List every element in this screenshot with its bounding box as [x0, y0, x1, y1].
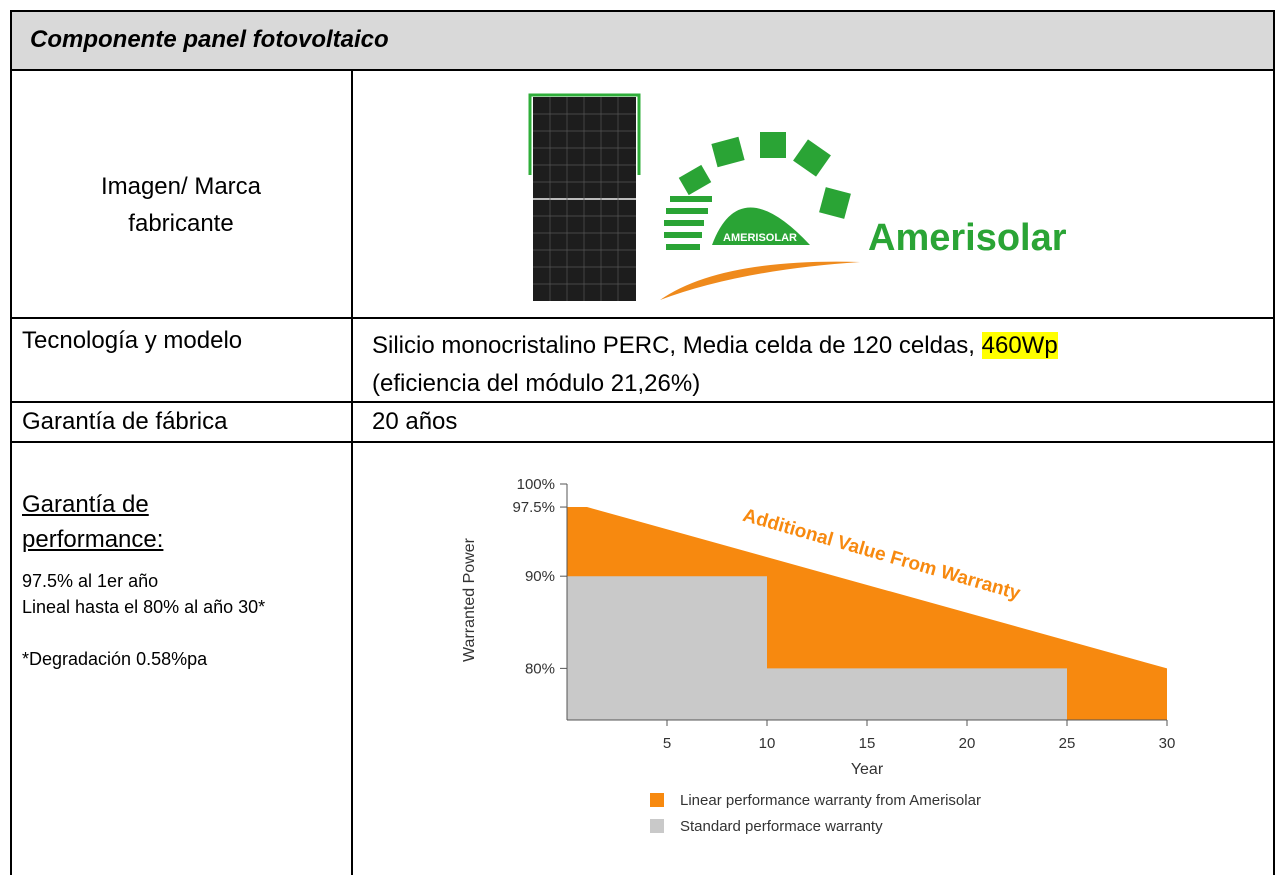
x-tick-label: 30 — [1159, 735, 1176, 752]
legend-swatch — [650, 819, 664, 833]
brand-logo: AMERISOLAR Amerisolar — [660, 132, 1067, 300]
legend-label: Linear performance warranty from Ameriso… — [680, 792, 981, 809]
x-tick-label: 25 — [1059, 735, 1076, 752]
y-tick-label: 90% — [525, 568, 555, 585]
legend-label: Standard performace warranty — [680, 818, 883, 835]
x-axis-label: Year — [851, 761, 884, 778]
x-tick-label: 10 — [759, 735, 776, 752]
x-tick-label: 5 — [663, 735, 671, 752]
y-tick-label: 80% — [525, 660, 555, 677]
panel-image — [530, 95, 639, 301]
page: Componente panel fotovoltaico Imagen/ Ma… — [0, 0, 1285, 875]
legend-swatch — [650, 793, 664, 807]
logo-badge: AMERISOLAR — [723, 232, 797, 244]
drawing: AMERISOLAR Amerisolar 80% 90% 97.5% 100% 5 10… — [0, 0, 1285, 875]
x-tick-label: 15 — [859, 735, 876, 752]
brand-name: Amerisolar — [868, 217, 1067, 259]
y-tick-label: 100% — [517, 476, 555, 493]
y-tick-label: 97.5% — [512, 499, 555, 516]
x-tick-label: 20 — [959, 735, 976, 752]
y-axis-label: Warranted Power — [461, 537, 478, 662]
